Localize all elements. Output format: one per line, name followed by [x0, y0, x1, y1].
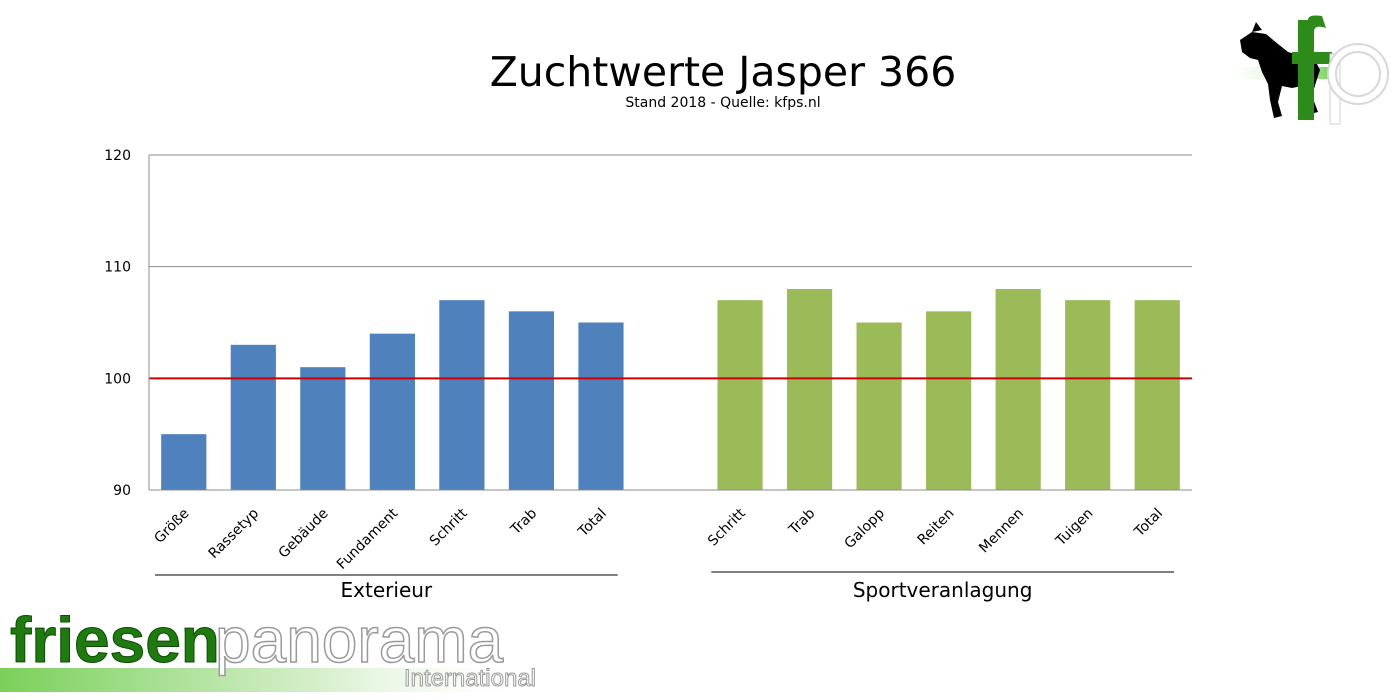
x-tick-label: Trab	[507, 505, 540, 538]
x-tick-label: Total	[1131, 506, 1166, 541]
x-tick-label: Fundament	[334, 505, 402, 573]
x-tick-label: Größe	[151, 506, 192, 547]
bar	[439, 300, 485, 490]
x-tick-label: Schritt	[427, 505, 471, 549]
bar	[300, 367, 346, 490]
bar	[786, 289, 833, 490]
chart-title: Zuchtwerte Jasper 366	[489, 48, 957, 96]
bar	[926, 311, 972, 490]
brand-subtitle: International	[404, 665, 536, 692]
axes: 90 100 110 120	[104, 148, 1192, 499]
group-label: Sportveranlagung	[853, 578, 1033, 602]
horse-silhouette-icon	[1240, 22, 1320, 118]
bar	[369, 333, 415, 490]
group-label: Exterieur	[341, 578, 433, 602]
x-tick-label: Reiten	[915, 506, 958, 549]
group-labels: Exterieur Sportveranlagung	[155, 571, 1174, 602]
bar	[578, 322, 624, 490]
bar	[161, 434, 207, 490]
x-tick-label: Rassetyp	[206, 505, 263, 562]
bar	[717, 300, 763, 490]
x-tick-label: Tuigen	[1052, 506, 1096, 550]
brand-word-1: friesen	[10, 604, 220, 676]
brand-logo: friesen panorama International	[0, 603, 545, 693]
y-tick-label: 110	[104, 260, 131, 276]
x-tick-label: Mennen	[976, 506, 1027, 557]
bar	[1065, 300, 1111, 490]
chart-subtitle: Stand 2018 - Quelle: kfps.nl	[625, 95, 821, 111]
x-tick-label: Schritt	[705, 505, 749, 549]
y-tick-label: 100	[104, 371, 131, 387]
bar	[995, 289, 1041, 490]
corner-logo	[1222, 15, 1389, 125]
y-tick-label: 90	[113, 483, 131, 499]
category-labels: Größe Rassetyp Gebäude Fundament Schritt Trab…	[151, 505, 1166, 573]
y-tick-label: 120	[104, 148, 131, 164]
x-tick-label: Gebäude	[276, 506, 332, 562]
bar	[856, 322, 902, 490]
brand-word-2: panorama	[215, 604, 504, 676]
bar	[1134, 300, 1180, 490]
x-tick-label: Galopp	[842, 505, 889, 552]
bar	[230, 344, 276, 490]
bars	[161, 289, 1180, 490]
bar	[508, 311, 555, 490]
x-tick-label: Trab	[785, 505, 818, 538]
x-tick-label: Total	[575, 506, 610, 541]
